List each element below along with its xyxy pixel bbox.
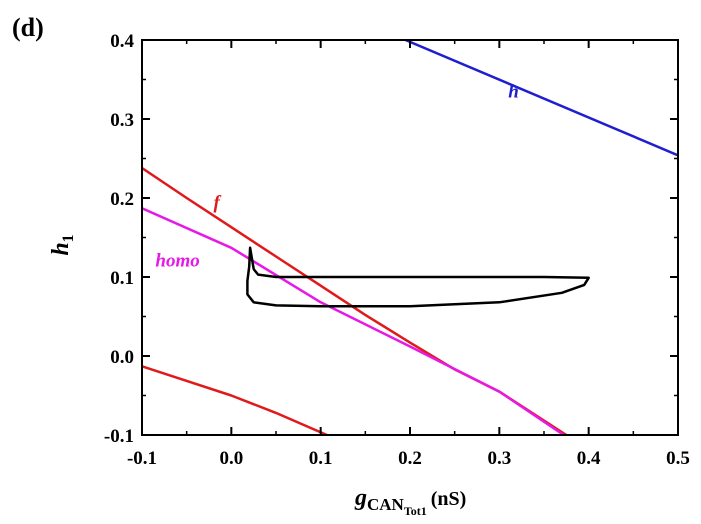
y-axis-title-sub: 1 (60, 234, 77, 242)
y-tick-label: 0.1 (110, 268, 134, 289)
y-tick-label: 0.4 (110, 31, 134, 52)
x-tick-label: 0.0 (219, 448, 243, 469)
y-tick-label: -0.1 (104, 426, 134, 447)
y-tick-label: 0.0 (110, 347, 134, 368)
x-axis-title-sub: CAN (367, 495, 405, 514)
series-h (404, 40, 678, 157)
curve-label-f: f (213, 192, 221, 213)
x-axis-title-unit: (nS) (431, 488, 467, 510)
x-tick-label: 0.3 (487, 448, 511, 469)
curve-label-homo: homo (155, 251, 199, 272)
x-tick-label: 0.4 (577, 448, 601, 469)
x-axis-title-main: g (354, 485, 367, 511)
y-tick-label: 0.3 (110, 110, 134, 131)
x-tick-label: 0.5 (666, 448, 690, 469)
x-axis-title: gCANTot1 (nS) (354, 485, 466, 518)
y-tick-label: 0.2 (110, 189, 134, 210)
curve-label-h: h (508, 82, 519, 103)
series-orbit (246, 246, 590, 308)
x-tick-label: 0.1 (309, 448, 333, 469)
y-axis-title-main: h (48, 242, 74, 255)
series-group (142, 40, 678, 435)
series-homo (142, 207, 565, 435)
x-tick-label: 0.2 (398, 448, 422, 469)
series-f-lower (142, 365, 329, 435)
x-tick-label: -0.1 (127, 448, 157, 469)
y-axis-title: h1 (48, 234, 77, 255)
plot-frame (141, 39, 679, 436)
panel-label: (d) (12, 13, 44, 42)
x-axis-title-subsub: Tot1 (404, 504, 427, 518)
